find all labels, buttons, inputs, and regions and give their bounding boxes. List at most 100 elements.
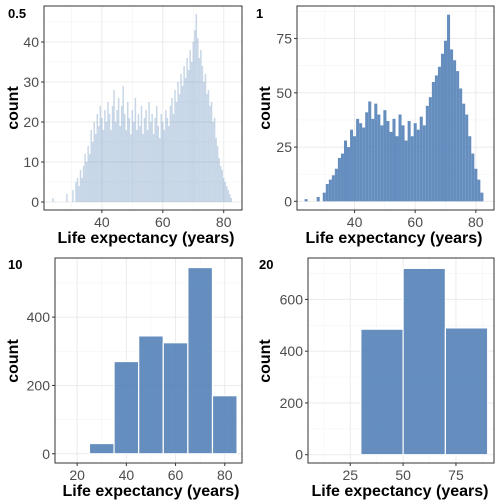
histogram-bar xyxy=(114,122,117,202)
histogram-bar xyxy=(155,106,158,202)
y-tick-label: 25 xyxy=(276,139,292,155)
histogram-bar xyxy=(450,49,454,202)
histogram-bar xyxy=(215,138,217,202)
histogram-bar xyxy=(453,60,457,202)
histogram-bar xyxy=(477,179,481,202)
histogram-bar xyxy=(440,53,444,202)
histogram-bar xyxy=(434,75,438,202)
bars xyxy=(52,14,233,202)
histogram-bar xyxy=(72,190,74,202)
y-axis-title: count xyxy=(257,86,274,130)
x-tick-label: 40 xyxy=(119,467,135,483)
histogram-bar xyxy=(206,94,208,202)
x-tick-label: 60 xyxy=(168,467,184,483)
histogram-bar xyxy=(331,175,335,202)
panel-2: 20 40 60 80 0 200 400 Life expectancy (years) co… xyxy=(5,257,243,500)
histogram-bar xyxy=(353,136,357,202)
x-tick-label: 60 xyxy=(407,214,423,230)
histogram-bar xyxy=(166,118,169,202)
x-tick-label: 40 xyxy=(347,214,363,230)
histogram-bar xyxy=(468,136,472,202)
histogram-bar xyxy=(149,122,152,202)
histogram-bar xyxy=(422,125,426,202)
histogram-bar xyxy=(404,140,408,202)
y-tick-label: 75 xyxy=(276,31,292,47)
histogram-bar xyxy=(189,50,191,202)
panel-border xyxy=(43,5,243,211)
histogram-bar xyxy=(213,118,216,202)
histogram-bar xyxy=(101,118,103,202)
histogram-bar xyxy=(143,118,146,202)
histogram-bar xyxy=(203,82,205,202)
gridlines xyxy=(44,6,242,210)
x-tick-label: 60 xyxy=(155,214,171,230)
histogram-bar xyxy=(165,110,167,202)
histogram-bar xyxy=(181,86,184,202)
y-axis-title: count xyxy=(5,339,22,383)
histogram-bar xyxy=(186,58,188,202)
histogram-bar xyxy=(340,153,344,202)
histogram-bar xyxy=(407,121,411,202)
x-axis-title: Life expectancy (years) xyxy=(63,483,240,500)
histogram-bar xyxy=(146,130,149,202)
histogram-bar xyxy=(359,123,363,202)
histogram-bar xyxy=(350,129,354,202)
y-tick-label: 0 xyxy=(284,193,292,209)
histogram-bar xyxy=(410,136,414,202)
histogram-bar xyxy=(78,186,80,202)
histogram-bar xyxy=(222,178,225,202)
histogram-bar xyxy=(216,146,219,202)
histogram-bar xyxy=(431,81,435,202)
histogram-bar xyxy=(87,146,89,202)
histogram-bar xyxy=(184,78,187,202)
histogram-bar xyxy=(401,125,405,202)
histogram-bar xyxy=(82,166,85,202)
histogram-bar xyxy=(148,102,150,202)
histogram-bar xyxy=(175,102,178,202)
histogram-bar xyxy=(171,98,173,202)
x-tick-label: 80 xyxy=(216,214,232,230)
histogram-bar xyxy=(187,70,190,202)
histogram-bar xyxy=(459,88,463,202)
panel-3: 25 50 75 0 200 400 600 Life expectancy (years) c… xyxy=(257,257,495,500)
histogram-bar xyxy=(66,194,68,202)
histogram-bar xyxy=(168,126,170,202)
histogram-bar xyxy=(154,118,156,202)
histogram-bar xyxy=(52,198,54,202)
histogram-bar xyxy=(204,74,207,202)
histogram-bar xyxy=(465,114,469,202)
histogram-bar xyxy=(377,114,381,202)
histogram-bar xyxy=(122,86,124,202)
histogram-bar xyxy=(76,178,79,202)
histogram-bar xyxy=(102,130,105,202)
histogram-bar xyxy=(99,106,102,202)
histogram-bar xyxy=(371,118,375,202)
histogram-bar xyxy=(402,267,446,456)
y-tick-label: 200 xyxy=(27,377,51,393)
histogram-bar xyxy=(128,118,131,202)
histogram-bar xyxy=(304,199,308,202)
histogram-bar xyxy=(398,114,402,202)
histogram-bar xyxy=(142,134,144,202)
histogram-bar xyxy=(219,166,222,202)
panel-binwidth-label: 0.5 xyxy=(8,6,26,21)
histogram-bar xyxy=(88,154,91,202)
histogram-bar xyxy=(111,106,114,202)
histogram-bar xyxy=(328,179,332,202)
x-tick-label: 20 xyxy=(69,467,85,483)
histogram-bar xyxy=(177,82,179,202)
histogram-bar xyxy=(157,126,159,202)
histogram-bar xyxy=(462,103,466,202)
panel-binwidth-label: 10 xyxy=(8,257,22,272)
histogram-bar xyxy=(365,112,369,202)
histogram-bar xyxy=(138,335,164,455)
histogram-bar xyxy=(110,130,112,202)
x-tick-label: 50 xyxy=(395,467,411,483)
x-tick-label: 40 xyxy=(94,214,110,230)
histogram-bar xyxy=(120,106,123,202)
histogram-bar xyxy=(84,154,86,202)
histogram-bar xyxy=(117,98,120,202)
y-tick-label: 400 xyxy=(27,309,51,325)
histogram-bar xyxy=(140,106,143,202)
histogram-bar xyxy=(90,130,92,202)
